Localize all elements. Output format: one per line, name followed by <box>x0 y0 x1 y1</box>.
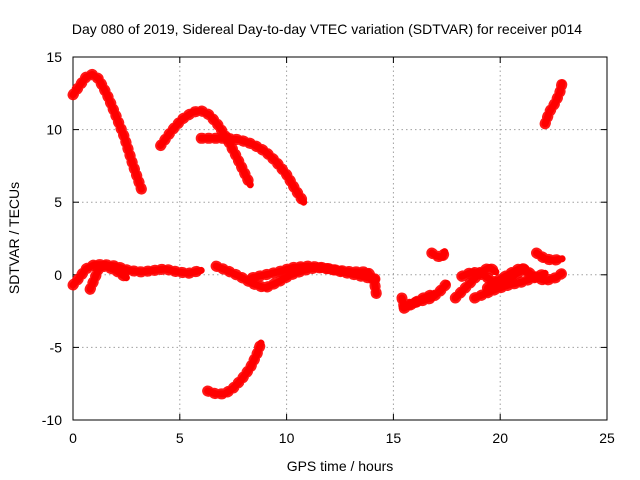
series-arc-16 <box>531 247 568 266</box>
x-axis-label: GPS time / hours <box>287 458 394 474</box>
series-markers <box>426 246 451 263</box>
plot-frame <box>72 56 608 421</box>
series-arc-10 <box>398 288 440 314</box>
series-markers <box>481 262 568 294</box>
y-tick-label: -5 <box>50 339 63 355</box>
series-arc-8 <box>202 337 267 400</box>
x-tick-label: 0 <box>69 430 77 446</box>
series-markers <box>246 260 382 300</box>
series-markers <box>155 105 256 191</box>
x-tick-label: 5 <box>176 430 184 446</box>
series-arc-2 <box>155 105 256 191</box>
x-tick-label: 10 <box>279 430 295 446</box>
y-axis-label: SDTVAR / TECUs <box>6 182 22 294</box>
series-markers <box>67 68 147 195</box>
y-tick-label: 15 <box>46 49 62 65</box>
y-tick-label: 0 <box>54 267 62 283</box>
x-tick-labels: 0 5 10 15 20 25 <box>69 430 615 446</box>
data-series <box>67 68 568 400</box>
x-tick-label: 25 <box>599 430 615 446</box>
y-tick-labels: -10 -5 0 5 10 15 <box>42 49 62 428</box>
y-tick-label: -10 <box>42 412 62 428</box>
series-arc-5 <box>84 260 132 295</box>
series-arc-17 <box>539 77 568 130</box>
series-markers <box>202 337 267 400</box>
chart-title: Day 080 of 2019, Sidereal Day-to-day VTE… <box>72 21 582 37</box>
series-arc-1 <box>67 68 147 195</box>
series-markers <box>539 77 568 130</box>
axis-ticks <box>72 56 608 421</box>
x-tick-label: 20 <box>492 430 508 446</box>
series-markers <box>84 260 132 295</box>
series-markers <box>531 247 568 266</box>
x-tick-label: 15 <box>386 430 402 446</box>
series-arc-7 <box>246 260 382 300</box>
series-arc-4 <box>67 259 207 291</box>
y-tick-label: 5 <box>54 194 62 210</box>
series-markers <box>67 259 207 291</box>
series-arc-15 <box>481 262 568 294</box>
series-arc-11 <box>426 246 451 263</box>
series-markers <box>398 288 440 314</box>
series-markers <box>195 132 310 208</box>
y-tick-label: 10 <box>46 122 62 138</box>
series-arc-3 <box>195 132 310 208</box>
